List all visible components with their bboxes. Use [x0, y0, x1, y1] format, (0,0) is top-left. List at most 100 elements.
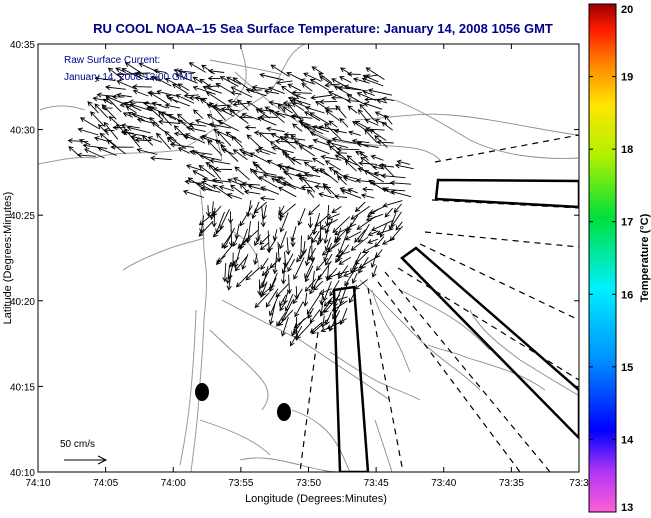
- current-vector: [201, 181, 214, 188]
- current-vector: [186, 125, 206, 133]
- current-vector: [347, 188, 358, 194]
- current-vector: [313, 280, 324, 291]
- current-vector: [310, 94, 333, 101]
- scale-arrow: [64, 455, 108, 465]
- current-vector: [182, 189, 205, 198]
- current-vector: [198, 211, 216, 226]
- current-vector: [254, 234, 261, 247]
- current-vector: [327, 90, 350, 102]
- current-vector: [150, 155, 172, 161]
- current-vector: [217, 255, 226, 263]
- current-vector: [363, 101, 383, 110]
- station-marker: [195, 383, 209, 401]
- current-vector: [324, 218, 334, 234]
- current-vector: [358, 223, 370, 243]
- current-vector: [127, 111, 145, 122]
- current-vector: [200, 186, 221, 193]
- current-vector: [236, 99, 249, 111]
- current-vector: [312, 157, 325, 166]
- current-vector: [258, 176, 278, 188]
- current-vector: [336, 146, 360, 152]
- current-vector: [141, 134, 154, 146]
- current-vector: [331, 300, 348, 312]
- current-vector: [339, 117, 349, 128]
- current-vector: [232, 149, 248, 161]
- current-vector: [362, 90, 375, 97]
- current-vector: [374, 118, 387, 125]
- current-vector: [379, 223, 387, 238]
- current-vector: [367, 238, 379, 244]
- current-vector: [105, 96, 122, 113]
- current-vector: [320, 322, 341, 332]
- current-vector: [291, 324, 298, 337]
- current-vector: [309, 112, 330, 125]
- x-tick-label: 73:40: [431, 478, 456, 489]
- current-vector: [255, 221, 261, 243]
- current-vector: [84, 148, 105, 159]
- current-vector: [280, 85, 296, 97]
- current-vector: [335, 251, 350, 258]
- current-vector: [343, 174, 359, 180]
- current-vector: [293, 140, 311, 149]
- current-vector: [280, 259, 287, 285]
- x-tick-label: 74:10: [25, 478, 50, 489]
- current-vector: [275, 80, 293, 86]
- current-vector: [245, 88, 267, 97]
- current-vector: [205, 161, 222, 173]
- current-vector: [239, 183, 248, 192]
- current-vector: [121, 68, 144, 80]
- current-vector: [304, 245, 312, 267]
- current-vector: [275, 178, 297, 190]
- current-vector: [167, 96, 190, 107]
- current-vector: [381, 163, 395, 178]
- current-vector: [381, 96, 395, 102]
- current-vector: [346, 71, 361, 77]
- current-vectors: [67, 62, 414, 347]
- current-vector: [396, 159, 411, 165]
- current-vector: [277, 103, 286, 113]
- current-vector: [262, 172, 286, 179]
- current-vector: [192, 85, 216, 95]
- current-vector: [301, 82, 313, 92]
- current-vector: [389, 180, 412, 186]
- current-vector: [282, 106, 294, 114]
- current-vector: [325, 109, 340, 122]
- current-vector: [217, 119, 239, 132]
- current-vector: [147, 136, 163, 143]
- current-vector: [279, 294, 287, 307]
- current-vector: [286, 71, 302, 81]
- current-vector: [279, 300, 287, 312]
- current-vector: [327, 296, 348, 305]
- beam-box-east: [434, 178, 579, 209]
- current-vector: [331, 206, 342, 214]
- current-vector: [327, 213, 340, 220]
- y-tick-label: 40:20: [10, 297, 35, 308]
- colorbar-tick-label: 17: [621, 217, 633, 229]
- current-vector: [122, 112, 134, 118]
- current-vector: [376, 228, 394, 236]
- y-tick-label: 40:15: [10, 382, 35, 393]
- current-vector: [78, 139, 91, 146]
- current-vector: [167, 114, 187, 125]
- annotation-current-label: Raw Surface Current:: [64, 55, 160, 66]
- current-vector: [188, 62, 206, 73]
- current-vector: [287, 103, 304, 124]
- current-vector: [254, 292, 270, 309]
- current-vector: [193, 109, 204, 120]
- current-vector: [381, 121, 393, 131]
- current-vector: [290, 156, 313, 162]
- current-vector: [382, 200, 403, 208]
- y-tick-label: 40:30: [10, 126, 35, 137]
- current-vector: [335, 105, 347, 119]
- current-vector: [329, 280, 340, 297]
- current-vector: [359, 103, 375, 121]
- colorbar-tick-label: 18: [621, 144, 633, 156]
- current-vector: [393, 203, 402, 214]
- current-vector: [253, 253, 259, 266]
- current-vector: [343, 84, 366, 92]
- current-vector: [165, 78, 181, 87]
- current-vector: [152, 68, 167, 74]
- current-vector: [241, 112, 260, 121]
- current-vector: [215, 83, 234, 94]
